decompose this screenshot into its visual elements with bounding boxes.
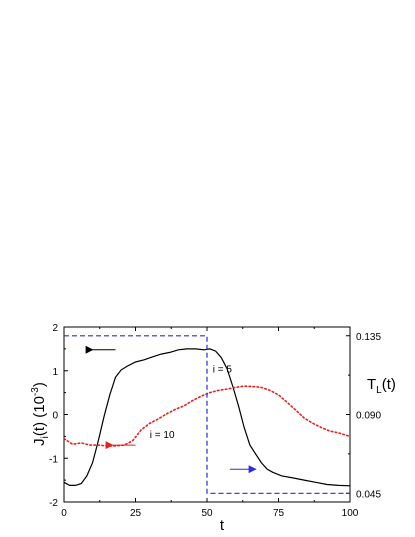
annotations: i = 5 i = 10 bbox=[85, 345, 257, 474]
y-label-tail: (t) (10 bbox=[31, 396, 48, 436]
series-layer bbox=[63, 335, 351, 494]
y-tick-label: 1 bbox=[52, 367, 58, 378]
x-axis-label: t bbox=[220, 517, 225, 534]
y2-tick-label: 0.045 bbox=[356, 489, 381, 500]
ticks: 0 25 50 75 100 -2 -1 0 1 2 0.045 0.090 0.135 bbox=[49, 323, 381, 519]
y-tick-label: 2 bbox=[52, 323, 58, 334]
y-label-close: ) bbox=[31, 382, 48, 387]
y2-label-sub: L bbox=[376, 385, 382, 396]
x-tick-label: 75 bbox=[273, 508, 285, 519]
y-tick-label: -2 bbox=[49, 498, 58, 509]
y2-tick-label: 0.135 bbox=[356, 332, 381, 343]
annotation-label-1: i = 5 bbox=[213, 365, 233, 376]
y-label-sub: i bbox=[40, 436, 51, 438]
x-tick-label: 50 bbox=[201, 508, 213, 519]
y-label-main: J bbox=[31, 438, 48, 446]
y-label-sup: -3 bbox=[30, 387, 41, 396]
y2-tick-label: 0.090 bbox=[356, 411, 381, 422]
y-axis-label: Ji(t) (10-3) bbox=[30, 382, 51, 446]
x-tick-label: 25 bbox=[130, 508, 142, 519]
y2-label-tail: (t) bbox=[382, 376, 396, 393]
series-line-1 bbox=[63, 348, 351, 487]
y-tick-label: -1 bbox=[49, 454, 58, 465]
series-line-3 bbox=[64, 335, 350, 494]
y2-label-main: T bbox=[367, 376, 376, 393]
x-tick-label: 0 bbox=[61, 508, 67, 519]
y-tick-label: 0 bbox=[52, 411, 58, 422]
annotation-label-2: i = 10 bbox=[150, 430, 175, 441]
y2-axis-label: TL(t) bbox=[367, 376, 396, 396]
x-tick-label: 100 bbox=[342, 508, 359, 519]
